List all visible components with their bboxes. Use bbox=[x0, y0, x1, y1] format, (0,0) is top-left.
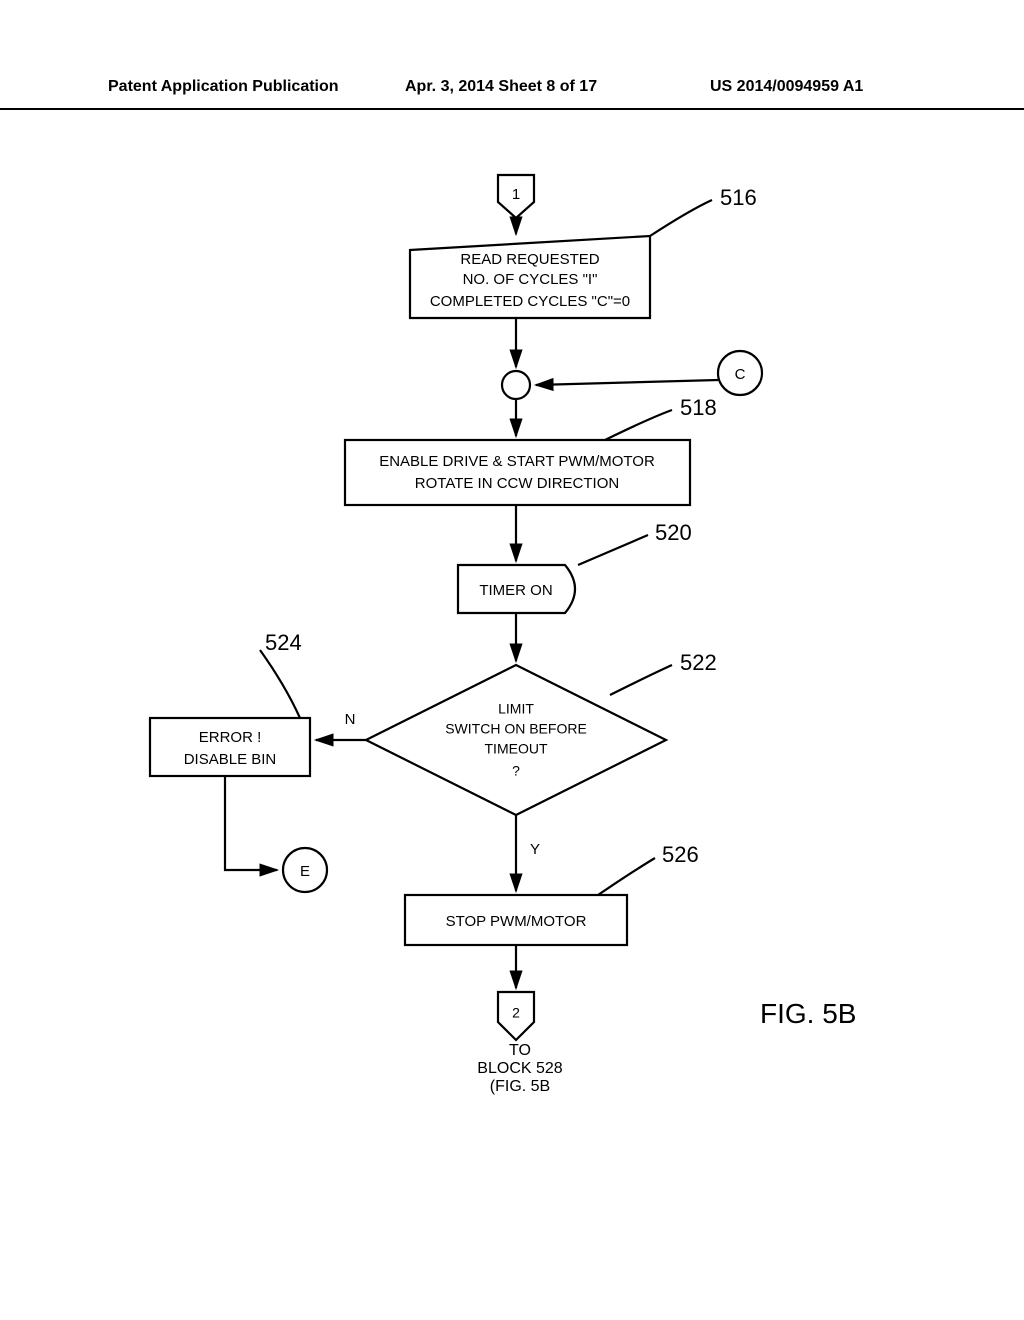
footer-line2: BLOCK 528 bbox=[470, 1060, 570, 1078]
ref-526: 526 bbox=[662, 842, 699, 868]
node-516-line2: NO. OF CYCLES "I" bbox=[463, 271, 598, 288]
callout-520 bbox=[578, 535, 648, 565]
callout-524 bbox=[260, 650, 300, 718]
edge-label-n: N bbox=[345, 711, 356, 728]
connector-1: 1 bbox=[498, 175, 534, 218]
page: Patent Application Publication Apr. 3, 2… bbox=[0, 0, 1024, 1320]
node-518: ENABLE DRIVE & START PWM/MOTOR ROTATE IN… bbox=[345, 440, 690, 505]
callout-522 bbox=[610, 665, 672, 695]
callout-518 bbox=[605, 410, 672, 440]
connector-1-label: 1 bbox=[512, 186, 520, 203]
node-526: STOP PWM/MOTOR bbox=[405, 895, 627, 945]
node-520-line1: TIMER ON bbox=[479, 582, 552, 599]
callout-516 bbox=[650, 200, 712, 236]
ref-518: 518 bbox=[680, 395, 717, 421]
node-522-line4: ? bbox=[512, 763, 520, 779]
node-524: ERROR ! DISABLE BIN bbox=[150, 718, 310, 776]
footer-line1: TO bbox=[480, 1042, 560, 1060]
node-522-line2: SWITCH ON BEFORE bbox=[445, 721, 587, 737]
junction-circle bbox=[502, 371, 530, 399]
node-516-line3: COMPLETED CYCLES "C"=0 bbox=[430, 293, 630, 310]
node-518-line1: ENABLE DRIVE & START PWM/MOTOR bbox=[379, 453, 655, 470]
node-524-line2: DISABLE BIN bbox=[184, 751, 277, 768]
connector-2: 2 bbox=[498, 992, 534, 1040]
connector-2-label: 2 bbox=[512, 1005, 520, 1021]
edge-524-to-e bbox=[225, 776, 277, 870]
node-516: READ REQUESTED NO. OF CYCLES "I" COMPLET… bbox=[410, 236, 650, 318]
edge-label-y: Y bbox=[530, 841, 540, 858]
node-516-line1: READ REQUESTED bbox=[460, 251, 599, 268]
connector-c: C bbox=[718, 351, 762, 395]
node-522-line3: TIMEOUT bbox=[485, 741, 548, 757]
node-518-line2: ROTATE IN CCW DIRECTION bbox=[415, 475, 619, 492]
connector-e-label: E bbox=[300, 863, 310, 880]
callout-526 bbox=[598, 858, 655, 895]
node-522-line1: LIMIT bbox=[498, 701, 534, 717]
figure-label: FIG. 5B bbox=[760, 998, 856, 1030]
edge-c-to-junction bbox=[536, 380, 718, 385]
flowchart-svg: 1 READ REQUESTED NO. OF CYCLES "I" COMPL… bbox=[0, 0, 1024, 1320]
node-526-line1: STOP PWM/MOTOR bbox=[446, 913, 587, 930]
connector-c-label: C bbox=[735, 366, 746, 383]
footer-line3: (FIG. 5B bbox=[475, 1078, 565, 1096]
ref-516: 516 bbox=[720, 185, 757, 211]
ref-524: 524 bbox=[265, 630, 302, 656]
connector-e: E bbox=[283, 848, 327, 892]
node-520: TIMER ON bbox=[458, 565, 575, 613]
ref-522: 522 bbox=[680, 650, 717, 676]
node-522: LIMIT SWITCH ON BEFORE TIMEOUT ? bbox=[366, 665, 666, 815]
node-524-line1: ERROR ! bbox=[199, 729, 262, 746]
ref-520: 520 bbox=[655, 520, 692, 546]
